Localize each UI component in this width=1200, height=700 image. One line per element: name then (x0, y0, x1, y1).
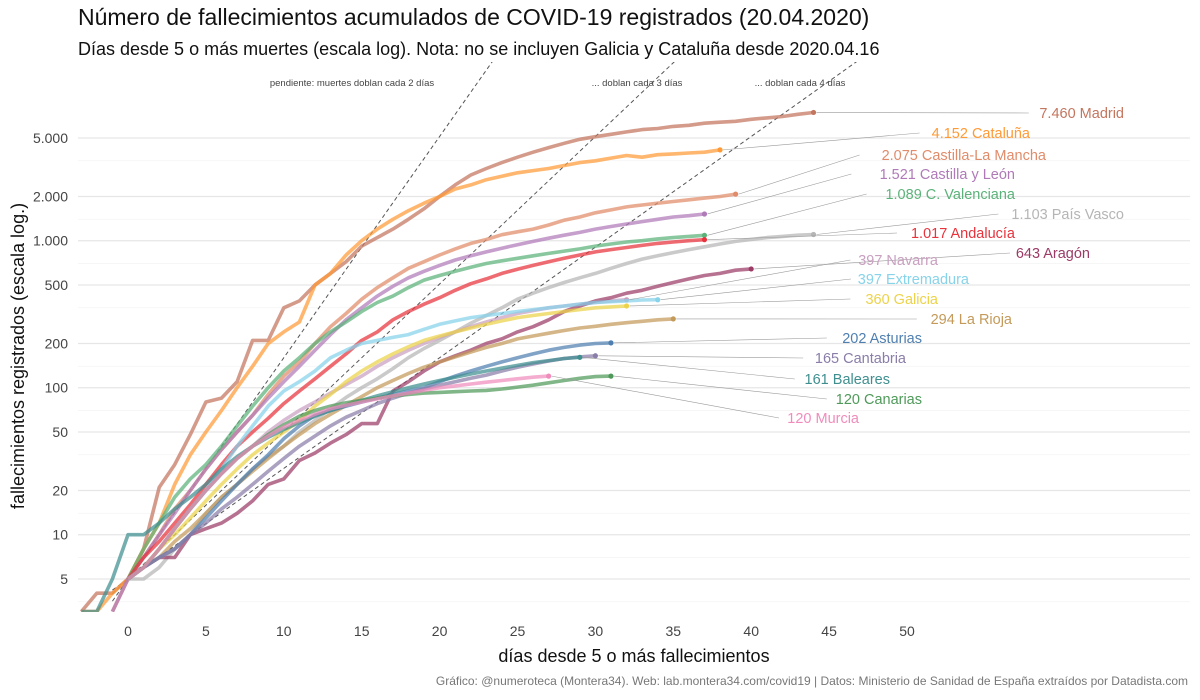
x-tick-label: 5 (202, 623, 210, 639)
series-label: 1.089 C. Valenciana (885, 187, 1015, 203)
label-leader-line (723, 132, 920, 151)
series-line-extremadura (126, 297, 658, 581)
x-tick-label: 45 (821, 623, 837, 639)
label-leader-line (738, 154, 860, 195)
series-end-point (733, 191, 739, 197)
y-tick-label: 1.000 (33, 233, 68, 249)
x-tick-label: 35 (666, 623, 682, 639)
series-line-castilla-y-le-n (110, 212, 705, 612)
series-label: 1.521 Castilla y León (880, 167, 1015, 183)
label-leader-line (629, 259, 851, 301)
series-end-point (608, 340, 614, 346)
series-line-la-rioja (126, 317, 674, 581)
label-leader-line (598, 355, 804, 359)
x-tick-label: 50 (899, 623, 915, 639)
y-axis-ticks: 5 10 20 50 100 200 500 1.000 2.000 5.000 (33, 130, 68, 587)
chart-title: Número de fallecimientos acumulados de C… (78, 4, 870, 30)
x-tick-label: 20 (432, 623, 448, 639)
doubling-reference-line (112, 62, 493, 602)
series-end-point (717, 147, 723, 153)
series-end-point (608, 373, 614, 379)
chart-subtitle: Días desde 5 o más muertes (escala log).… (78, 39, 880, 59)
label-leader-line (707, 173, 852, 215)
series-end-point (701, 237, 708, 243)
series-line-madrid (79, 110, 814, 612)
y-tick-label: 20 (52, 482, 68, 498)
label-leader-line (754, 252, 1011, 270)
series-label: 202 Asturias (842, 331, 922, 347)
series-end-point (577, 354, 583, 360)
series-line-pa-s-vasco (128, 232, 814, 581)
y-tick-label: 500 (45, 277, 69, 293)
label-leader-line (582, 357, 795, 380)
series-label: 7.460 Madrid (1039, 106, 1124, 122)
series-end-point (701, 211, 708, 217)
y-tick-label: 5 (60, 571, 68, 587)
label-leader-line (613, 375, 827, 400)
series-label: 397 Navarra (858, 253, 939, 269)
series-end-point (670, 316, 676, 322)
series-label: 165 Cantabria (815, 351, 907, 367)
y-tick-label: 10 (52, 527, 68, 543)
label-leader-line (629, 298, 851, 307)
y-tick-label: 100 (45, 380, 69, 396)
label-leader-line (707, 193, 867, 236)
x-tick-label: 15 (354, 623, 370, 639)
series-label: 397 Extremadura (858, 272, 970, 288)
series-lines (79, 109, 817, 612)
y-axis-title: fallecimientos registrados (escala log.) (8, 203, 28, 509)
reference-line-label: pendiente: muertes doblan cada 2 días (270, 78, 435, 89)
series-end-point (623, 303, 630, 309)
series-end-point (748, 266, 754, 272)
series-end-point (810, 109, 817, 116)
reference-line-label: ... doblan cada 3 días (592, 78, 683, 89)
series-end-point (655, 297, 661, 303)
x-tick-label: 0 (124, 623, 132, 639)
series-label: 1.017 Andalucía (911, 226, 1016, 242)
x-tick-label: 30 (588, 623, 604, 639)
x-axis-title: días desde 5 o más fallecimientos (498, 646, 769, 666)
series-end-point (701, 232, 708, 238)
x-tick-label: 10 (276, 623, 292, 639)
x-tick-label: 40 (743, 623, 759, 639)
y-tick-label: 5.000 (33, 130, 68, 146)
label-leader-line (816, 213, 999, 235)
y-tick-label: 50 (52, 424, 68, 440)
label-leader-line (660, 278, 852, 301)
label-leader-lines (551, 112, 1029, 419)
series-label: 120 Canarias (836, 392, 922, 408)
series-end-point (546, 373, 552, 379)
series-line-catalu-a (81, 148, 721, 612)
gridlines (78, 137, 1190, 603)
series-label: 120 Murcia (787, 411, 860, 427)
series-line-andaluc-a (126, 237, 705, 581)
x-tick-label: 25 (510, 623, 526, 639)
y-tick-label: 2.000 (33, 188, 68, 204)
series-line-arag-n (126, 267, 752, 581)
series-line-galicia (126, 304, 627, 581)
series-label: 294 La Rioja (931, 312, 1013, 328)
y-tick-label: 200 (45, 335, 69, 351)
series-end-point (592, 353, 599, 359)
doubling-reference-line (112, 62, 675, 595)
series-labels: 7.460 Madrid 4.152 Cataluña 2.075 Castilla… (787, 106, 1124, 427)
series-line-murcia (126, 374, 549, 581)
series-label: 643 Aragón (1016, 246, 1090, 262)
series-label: 161 Baleares (805, 372, 890, 388)
series-line-c-valenciana (126, 233, 705, 580)
label-leader-line (816, 112, 1029, 114)
series-label: 1.103 País Vasco (1011, 207, 1124, 223)
label-leader-line (551, 375, 780, 419)
x-axis-ticks: 0 5 10 15 20 25 30 35 40 45 50 (124, 623, 915, 639)
reference-line-label: ... doblan cada 4 días (755, 78, 846, 89)
label-leader-line (707, 232, 898, 240)
label-leader-line (613, 337, 827, 344)
series-label: 360 Galicia (865, 292, 938, 308)
series-end-point (810, 231, 817, 238)
series-label: 2.075 Castilla-La Mancha (882, 148, 1047, 164)
chart-caption: Gráfico: @numeroteca (Montera34). Web: l… (435, 674, 1188, 688)
series-label: 4.152 Cataluña (932, 126, 1031, 142)
